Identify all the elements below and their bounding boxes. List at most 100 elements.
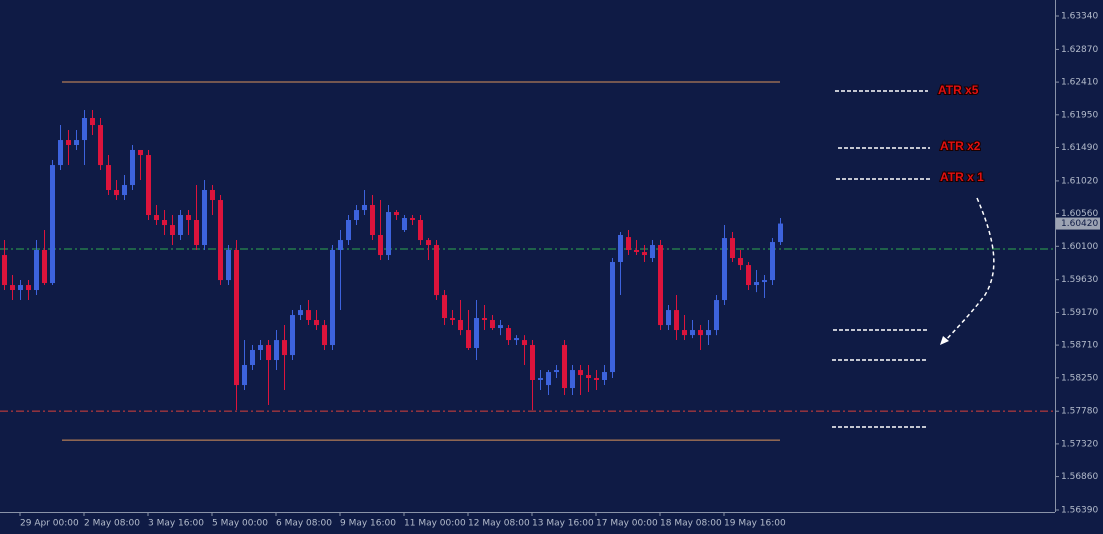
candle-body — [354, 210, 359, 220]
candle-body — [410, 218, 415, 220]
y-tick-label: 1.60560 — [1061, 209, 1098, 219]
candle-body — [754, 282, 759, 286]
x-tick-label: 3 May 16:00 — [148, 519, 204, 529]
candle-body — [538, 378, 543, 381]
candle-body — [514, 338, 519, 341]
candle-body — [154, 215, 159, 220]
candle-body — [114, 190, 119, 196]
candle-body — [34, 249, 39, 291]
candle-body — [546, 372, 551, 386]
annotation: ATR x2 — [940, 139, 981, 153]
candle-body — [146, 155, 151, 216]
candle-body — [82, 117, 87, 141]
candle-body — [234, 249, 239, 386]
y-tick-label: 1.63340 — [1061, 11, 1098, 21]
candle-body — [74, 140, 79, 146]
candle-body — [194, 219, 199, 246]
candle-body — [618, 234, 623, 263]
y-tick-label: 1.58250 — [1061, 373, 1098, 383]
x-tick-label: 9 May 16:00 — [340, 519, 396, 529]
y-tick-label: 1.59630 — [1061, 275, 1098, 285]
candle-body — [698, 330, 703, 336]
x-tick-label: 17 May 00:00 — [596, 519, 658, 529]
candle-body — [578, 370, 583, 376]
candle-body — [762, 280, 767, 283]
candle-body — [226, 249, 231, 281]
plot — [0, 81, 1055, 441]
candle-body — [378, 234, 383, 256]
candle-body — [58, 140, 63, 166]
y-tick-label: 1.59170 — [1061, 308, 1098, 318]
candle-body — [170, 225, 175, 235]
candle-body — [122, 185, 127, 196]
candle-body — [666, 310, 671, 326]
candle-body — [386, 212, 391, 256]
candle-body — [266, 345, 271, 361]
candle-body — [314, 320, 319, 326]
candle-body — [282, 340, 287, 356]
candle-body — [474, 318, 479, 349]
candle-body — [322, 325, 327, 346]
y-tick-label: 1.61950 — [1061, 110, 1098, 120]
candle-body — [450, 318, 455, 321]
candle-body — [218, 200, 223, 281]
x-tick-label: 6 May 08:00 — [276, 519, 332, 529]
x-tick-label: 19 May 16:00 — [724, 519, 786, 529]
candle-body — [570, 370, 575, 389]
candle-body — [98, 125, 103, 166]
candle-body — [130, 149, 135, 186]
candle-body — [362, 204, 367, 211]
current-price-box — [1056, 217, 1100, 230]
candle-body — [186, 215, 191, 220]
y-tick-label: 1.62870 — [1061, 45, 1098, 55]
candle-body — [706, 330, 711, 336]
candle-body — [506, 328, 511, 341]
candle-body — [530, 345, 535, 381]
candle-body — [10, 285, 15, 291]
candle-body — [522, 340, 527, 346]
x-tick-label: 18 May 08:00 — [660, 519, 722, 529]
candle-body — [338, 240, 343, 250]
candle-body — [586, 375, 591, 379]
candle-body — [42, 249, 47, 284]
candle-body — [650, 245, 655, 259]
candle-body — [106, 165, 111, 191]
y-tick-label: 1.58710 — [1061, 341, 1098, 351]
candle-body — [658, 245, 663, 326]
x-tick-label: 11 May 00:00 — [404, 519, 466, 529]
y-tick-label: 1.61490 — [1061, 143, 1098, 153]
candle-body — [482, 318, 487, 321]
candle-body — [18, 285, 23, 291]
candle-body — [634, 249, 639, 252]
candle-body — [490, 320, 495, 329]
candle-body — [674, 310, 679, 331]
candle-body — [274, 340, 279, 361]
candle-body — [66, 140, 71, 146]
candle-body — [138, 149, 143, 156]
candle-body — [330, 249, 335, 346]
candle-body — [298, 310, 303, 316]
candle-body — [394, 212, 399, 216]
candle-body — [714, 300, 719, 331]
candle-body — [642, 252, 647, 256]
x-tick-label: 13 May 16:00 — [532, 519, 594, 529]
candle-body — [466, 330, 471, 349]
candle-body — [250, 350, 255, 366]
annotation: ATR x 1 — [940, 170, 984, 184]
annotation: ATR x5 — [938, 83, 979, 97]
current-price-label: 1.60420 — [1061, 219, 1098, 229]
candle-body — [602, 372, 607, 381]
candle-body — [778, 223, 783, 243]
candle-body — [26, 285, 31, 291]
candle-body — [242, 365, 247, 386]
candle-body — [690, 330, 695, 336]
candle-body — [306, 310, 311, 321]
candle-body — [178, 215, 183, 235]
candle-body — [162, 219, 167, 226]
candle-body — [258, 345, 263, 351]
candle-body — [90, 117, 95, 126]
candle-body — [346, 219, 351, 241]
candle-body — [738, 258, 743, 266]
